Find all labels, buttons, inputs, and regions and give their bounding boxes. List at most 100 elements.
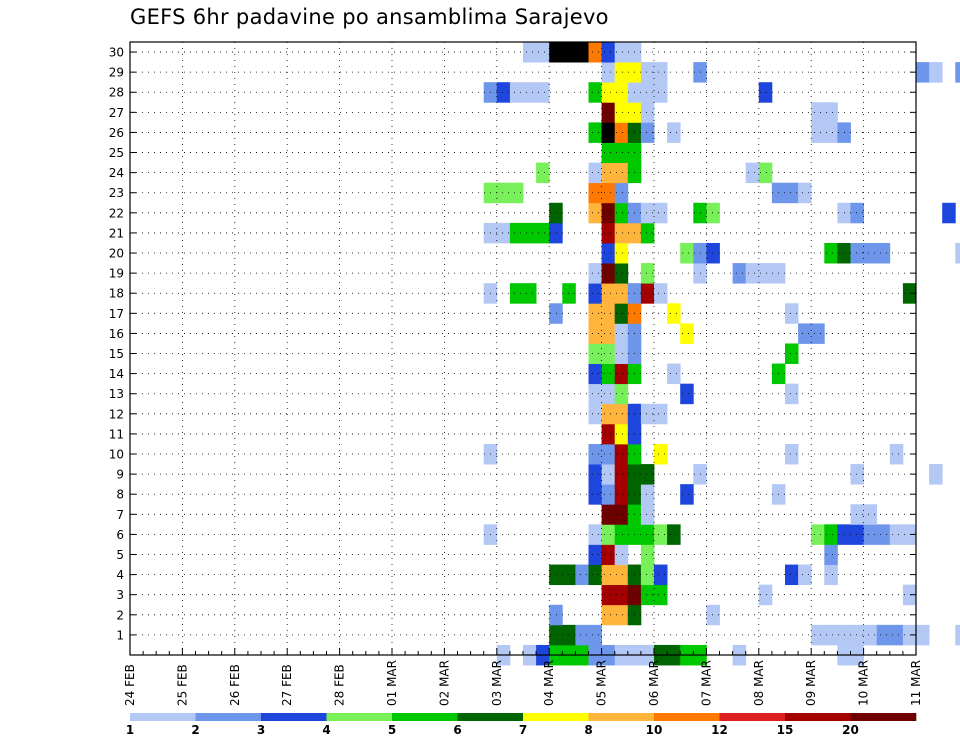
y-tick-label: 8 xyxy=(116,488,124,502)
heatmap-cell xyxy=(850,242,864,264)
heatmap-cell xyxy=(575,42,589,63)
heatmap-cell xyxy=(588,162,602,184)
heatmap-cell xyxy=(640,122,655,143)
heatmap-cell xyxy=(824,624,838,646)
colorbar-label: 12 xyxy=(711,723,728,737)
heatmap-cell xyxy=(785,182,799,204)
heatmap-cell xyxy=(562,283,576,304)
heatmap-cell xyxy=(640,564,655,586)
heatmap-cell xyxy=(640,62,655,83)
heatmap-cell xyxy=(955,242,960,264)
heatmap-cell xyxy=(824,122,838,143)
heatmap-cell xyxy=(562,564,576,586)
heatmap-cell xyxy=(667,363,681,385)
heatmap-cell xyxy=(601,62,616,83)
heatmap-cell xyxy=(614,283,629,304)
heatmap-cell xyxy=(863,504,878,525)
heatmap-cell xyxy=(601,222,616,244)
heatmap-cell xyxy=(601,544,616,565)
heatmap-cell xyxy=(850,464,864,485)
y-tick-label: 3 xyxy=(116,588,124,602)
heatmap-cell xyxy=(614,504,629,525)
heatmap-cell xyxy=(588,343,602,364)
heatmap-cell xyxy=(614,222,629,244)
y-tick-label: 21 xyxy=(109,226,124,240)
heatmap-cell xyxy=(549,222,563,244)
heatmap-cell xyxy=(640,524,655,545)
heatmap-cell xyxy=(902,283,917,304)
heatmap-cell xyxy=(601,323,616,344)
heatmap-cell xyxy=(536,222,550,244)
heatmap-cell xyxy=(509,222,524,244)
heatmap-cell xyxy=(601,242,616,264)
heatmap-cell xyxy=(654,202,668,224)
heatmap-cell xyxy=(614,343,629,364)
y-tick-label: 9 xyxy=(116,468,124,482)
x-tick-label: 02 MAR xyxy=(437,660,451,706)
heatmap-cell xyxy=(876,624,891,646)
heatmap-cell xyxy=(601,343,616,364)
heatmap-cell xyxy=(523,42,537,63)
heatmap-cell xyxy=(601,122,616,143)
heatmap-cell xyxy=(785,383,799,405)
heatmap-cell xyxy=(706,604,720,626)
heatmap-cell xyxy=(929,62,943,83)
heatmap-cell xyxy=(850,624,864,646)
heatmap-cell xyxy=(601,82,616,103)
y-tick-label: 10 xyxy=(109,448,124,462)
heatmap-cell xyxy=(640,464,655,485)
heatmap-cell xyxy=(549,202,563,224)
heatmap-cell xyxy=(509,182,524,204)
y-tick-label: 12 xyxy=(109,407,124,421)
heatmap-cell xyxy=(955,624,960,646)
heatmap-cell xyxy=(929,464,943,485)
heatmap-cell xyxy=(614,403,629,425)
heatmap-cell xyxy=(654,403,668,425)
chart-title: GEFS 6hr padavine po ansamblima Sarajevo xyxy=(130,5,609,29)
grid-lines xyxy=(130,42,916,655)
heatmap-cell xyxy=(785,564,799,586)
heatmap-cell xyxy=(614,202,629,224)
heatmap-cell xyxy=(614,564,629,586)
heatmap-cell xyxy=(614,323,629,344)
y-tick-label: 30 xyxy=(109,46,124,60)
heatmap-cell xyxy=(916,624,930,646)
heatmap-cell xyxy=(824,102,838,123)
colorbar-swatch xyxy=(457,713,524,721)
heatmap-cell xyxy=(706,202,720,224)
colorbar-swatch xyxy=(392,713,458,721)
heatmap-cell xyxy=(863,242,878,264)
heatmap-cell xyxy=(811,323,825,344)
y-tick-label: 19 xyxy=(109,267,124,281)
heatmap-cell xyxy=(588,484,602,505)
heatmap-cell xyxy=(523,222,537,244)
heatmap-cell xyxy=(811,102,825,123)
heatmap-cell xyxy=(549,624,563,646)
heatmap-cell xyxy=(889,524,904,545)
heatmap-cell xyxy=(916,62,930,83)
heatmap-cell xyxy=(614,303,629,324)
heatmap-cell xyxy=(601,524,616,545)
heatmap-cell xyxy=(654,283,668,304)
heatmap-cell xyxy=(601,564,616,586)
heatmap-cell xyxy=(654,584,668,606)
heatmap-cell xyxy=(588,624,602,646)
heatmap-cell xyxy=(758,162,773,184)
heatmap-cell xyxy=(876,242,891,264)
heatmap-cell xyxy=(601,383,616,405)
x-tick-label: 09 MAR xyxy=(804,660,818,706)
heatmap-cell xyxy=(614,584,629,606)
heatmap-cell xyxy=(601,504,616,525)
heatmap-cell xyxy=(614,363,629,385)
heatmap-cell xyxy=(588,564,602,586)
x-tick-label: 08 MAR xyxy=(752,660,766,706)
heatmap-cell xyxy=(902,624,917,646)
y-tick-label: 14 xyxy=(109,367,124,381)
y-tick-label: 24 xyxy=(109,166,124,180)
heatmap-cell xyxy=(614,102,629,123)
heatmap-cell xyxy=(745,162,760,184)
y-tick-label: 16 xyxy=(109,327,124,341)
heatmap-cell xyxy=(601,162,616,184)
heatmap-cell xyxy=(562,42,576,63)
heatmap-cell xyxy=(824,564,838,586)
